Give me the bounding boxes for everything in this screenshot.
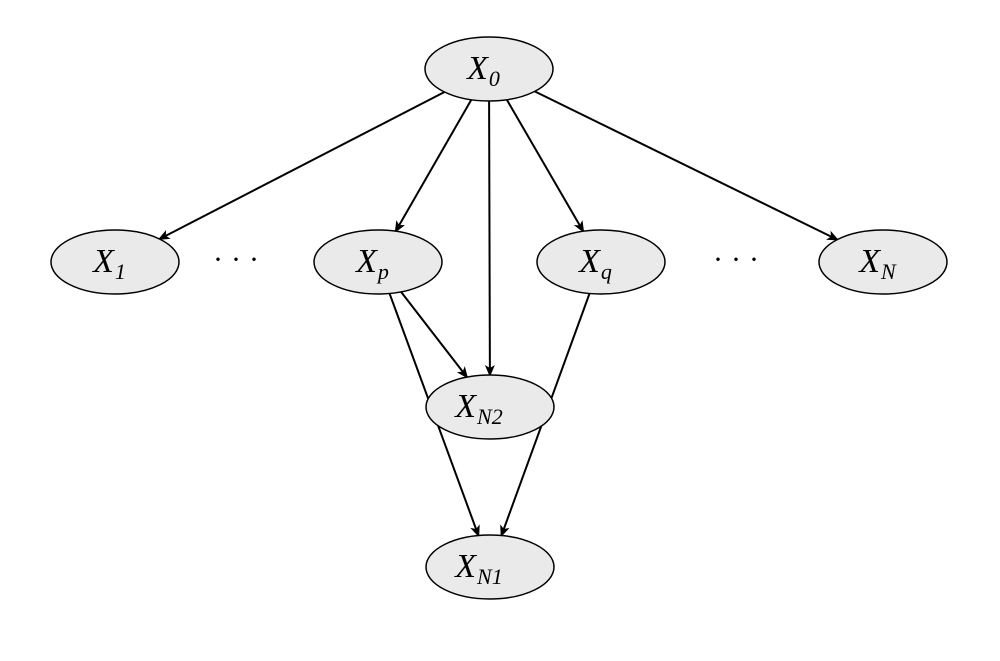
node-XN2: XN2	[426, 375, 554, 439]
node-X1: X1	[51, 230, 179, 294]
node-XN: XN	[819, 230, 947, 294]
ellipsis-1: ···	[213, 243, 267, 276]
nodes-layer: X0 X1 Xp Xq XN XN2 XN1	[51, 37, 947, 599]
edge-X0-Xp	[396, 100, 472, 232]
edge-X0-X1	[160, 92, 445, 239]
edge-X0-XN2	[489, 101, 490, 375]
node-X0: X0	[425, 37, 553, 101]
node-XN1: XN1	[426, 535, 554, 599]
node-Xp: Xp	[314, 230, 442, 294]
ellipsis-2: ···	[713, 243, 767, 276]
edges-layer	[160, 91, 838, 535]
edge-Xp-XN2	[401, 292, 467, 377]
node-Xq: Xq	[537, 230, 665, 294]
bayesian-network-diagram: ··· ··· X0 X1 Xp Xq XN XN2 XN1	[0, 0, 1000, 661]
edge-X0-Xq	[507, 100, 583, 232]
edge-X0-XN	[535, 91, 838, 239]
